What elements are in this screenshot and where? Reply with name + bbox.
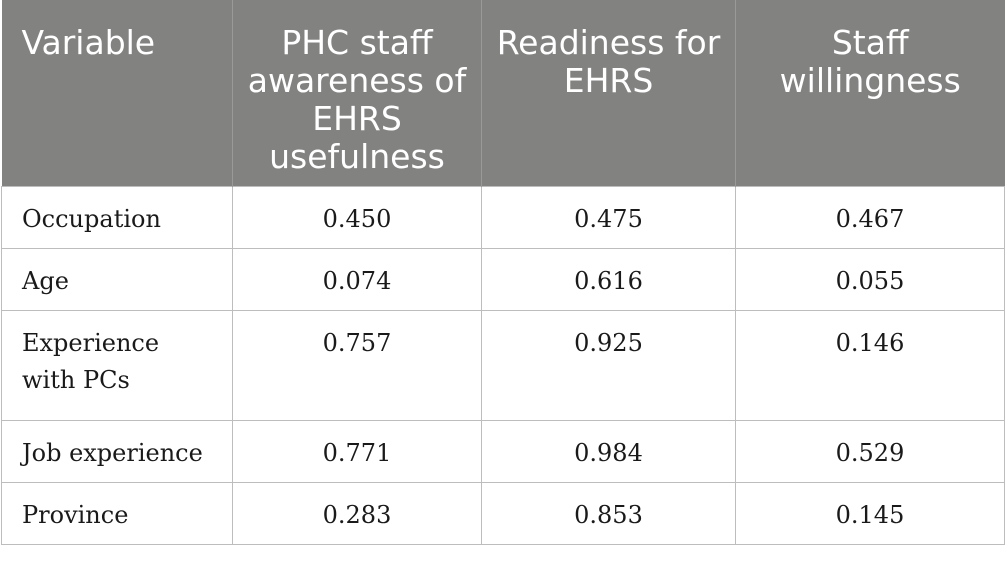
table-row: Occupation 0.450 0.475 0.467 [1,186,1005,249]
willingness-value: 0.055 [735,248,1005,311]
readiness-value: 0.853 [481,482,736,545]
table-header: Variable PHC staff awareness of EHRS use… [1,0,1005,187]
readiness-value: 0.616 [481,248,736,311]
row-label: Experience with PCs [1,310,233,421]
awareness-value: 0.450 [232,186,482,249]
awareness-value: 0.283 [232,482,482,545]
willingness-value: 0.145 [735,482,1005,545]
table-row: Experience with PCs 0.757 0.925 0.146 [1,310,1005,421]
readiness-value: 0.984 [481,420,736,483]
readiness-value: 0.475 [481,186,736,249]
row-label: Job experience [1,420,233,483]
row-label: Age [1,248,233,311]
awareness-value: 0.757 [232,310,482,421]
table-row: Job experience 0.771 0.984 0.529 [1,420,1005,483]
awareness-value: 0.771 [232,420,482,483]
table-row: Province 0.283 0.853 0.145 [1,482,1005,545]
header-row: Variable PHC staff awareness of EHRS use… [1,0,1005,187]
awareness-value: 0.074 [232,248,482,311]
willingness-value: 0.146 [735,310,1005,421]
table-body: Occupation 0.450 0.475 0.467 Age 0.074 0… [1,186,1005,545]
row-label: Occupation [1,186,233,249]
readiness-value: 0.925 [481,310,736,421]
table-row: Age 0.074 0.616 0.055 [1,248,1005,311]
willingness-value: 0.529 [735,420,1005,483]
results-table: Variable PHC staff awareness of EHRS use… [1,0,1005,545]
row-label: Province [1,482,233,545]
willingness-value: 0.467 [735,186,1005,249]
header-willingness: Staff willingness [735,0,1005,187]
header-awareness: PHC staff awareness of EHRS usefulness [232,0,482,187]
header-variable: Variable [1,0,233,187]
header-readiness: Readiness for EHRS [481,0,736,187]
